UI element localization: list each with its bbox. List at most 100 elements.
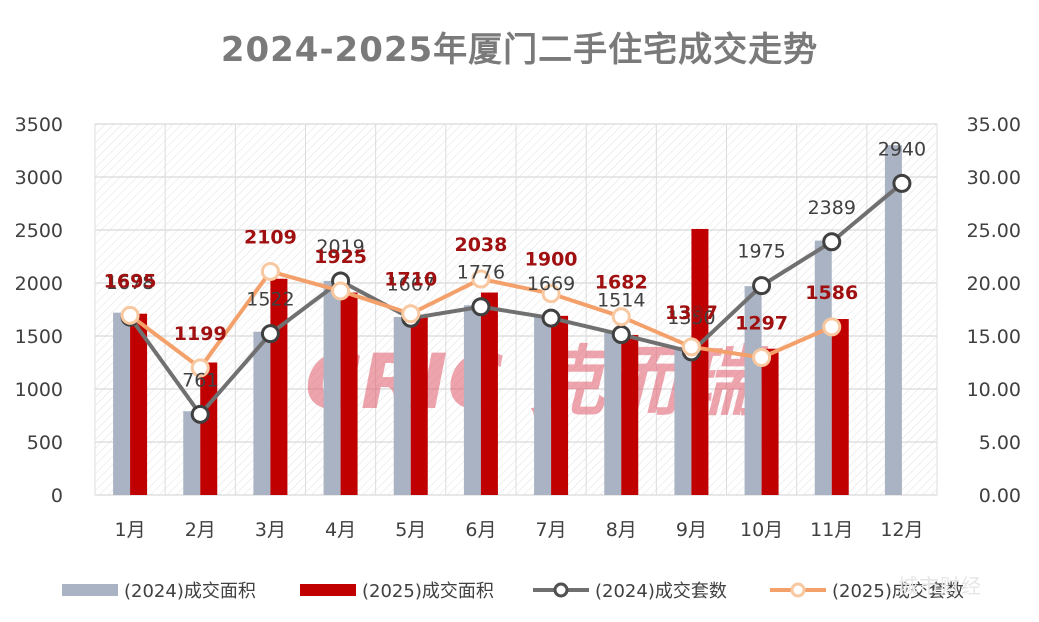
bar-2024-6月 <box>463 305 481 495</box>
x-tick: 7月 <box>536 519 567 541</box>
label-2024-count: 1350 <box>667 307 715 329</box>
label-2025-count: 1695 <box>104 270 157 292</box>
label-2024-count: 1776 <box>457 262 505 284</box>
y-left-tick: 0 <box>51 485 63 507</box>
bars-2024-area <box>113 145 902 495</box>
label-2024-count: 1669 <box>527 273 575 295</box>
y-right-tick: 5.00 <box>979 432 1021 454</box>
line-marker <box>822 232 842 252</box>
label-2024-count: 2940 <box>878 138 926 160</box>
y-right-tick: 10.00 <box>967 379 1021 401</box>
line-marker <box>190 404 210 424</box>
y-left-tick: 1000 <box>15 379 63 401</box>
bar-2025-9月 <box>691 228 709 495</box>
line-marker <box>471 269 491 289</box>
line-marker <box>260 324 280 344</box>
bar-2024-11月 <box>814 240 832 495</box>
bar-2025-7月 <box>551 315 569 495</box>
bar-2025-4月 <box>340 292 358 495</box>
bar-2024-12月 <box>884 145 902 495</box>
legend-label: (2025)成交套数 <box>832 581 964 602</box>
bar-2025-1月 <box>130 313 148 495</box>
bar-2024-8月 <box>604 332 622 495</box>
legend-label: (2024)成交面积 <box>124 581 256 602</box>
bar-2024-1月 <box>113 312 131 495</box>
bar-2024-9月 <box>674 349 692 495</box>
label-2025-count: 2038 <box>454 234 507 256</box>
x-tick: 5月 <box>395 519 426 541</box>
bars-2025-area <box>130 228 849 495</box>
y-right-tick: 20.00 <box>967 273 1021 295</box>
label-2024-count: 1514 <box>597 290 645 312</box>
line-marker <box>611 307 631 327</box>
line-marker <box>892 173 912 193</box>
legend-item-2025-count: (2025)成交套数 <box>770 572 964 608</box>
line-marker <box>120 305 140 325</box>
label-2025-count: 1682 <box>595 272 648 294</box>
x-tick: 4月 <box>325 519 356 541</box>
line-marker <box>190 358 210 378</box>
label-2024-count: 761 <box>182 369 218 391</box>
label-2024-count: 1975 <box>737 241 785 263</box>
label-2025-count: 1397 <box>665 302 718 324</box>
legend-item-2024-area: (2024)成交面积 <box>62 572 256 608</box>
line-marker <box>752 348 772 368</box>
x-tick: 12月 <box>880 519 923 541</box>
label-2025-count: 1199 <box>174 323 227 345</box>
x-tick: 2月 <box>185 519 216 541</box>
bar-2024-7月 <box>534 315 552 495</box>
legend-swatch-orange-line <box>770 582 826 598</box>
legend-swatch-gray-bar <box>62 584 118 596</box>
label-2025-count: 1925 <box>314 246 367 268</box>
legend-label: (2024)成交套数 <box>595 581 727 602</box>
y-right-tick: 15.00 <box>967 326 1021 348</box>
bar-2024-2月 <box>183 411 201 495</box>
y-left-tick: 1500 <box>15 326 63 348</box>
legend-swatch-gray-line <box>533 582 589 598</box>
y-right-tick: 25.00 <box>967 220 1021 242</box>
x-tick: 11月 <box>810 519 853 541</box>
legend-item-2024-count: (2024)成交套数 <box>533 572 727 608</box>
y-left-tick: 3000 <box>15 167 63 189</box>
x-tick: 3月 <box>255 519 286 541</box>
line-marker <box>681 337 701 357</box>
bar-2024-4月 <box>323 280 341 495</box>
corner-watermark: 城市财经 <box>898 574 982 598</box>
line-marker <box>401 304 421 324</box>
label-2025-count: 1586 <box>805 282 858 304</box>
line-marker <box>822 317 842 337</box>
y-left-tick: 2000 <box>15 273 63 295</box>
label-2025-count: 1297 <box>735 313 788 335</box>
label-2024-count: 1678 <box>106 272 154 294</box>
x-tick: 6月 <box>465 519 496 541</box>
line-marker <box>541 308 561 328</box>
line-marker <box>752 276 772 296</box>
y-left-tick: 2500 <box>15 220 63 242</box>
bar-2024-10月 <box>744 286 762 495</box>
line-marker <box>541 284 561 304</box>
label-2025-count: 2109 <box>244 226 297 248</box>
y-right-tick: 0.00 <box>979 485 1021 507</box>
chart-title: 2024-2025年厦门二手住宅成交走势 <box>220 30 819 70</box>
line-marker <box>611 325 631 345</box>
legend-label: (2025)成交面积 <box>362 581 494 602</box>
label-2024-count: 2019 <box>316 236 364 258</box>
bar-2025-10月 <box>761 348 779 495</box>
axis-ticks: 0 500 1000 1500 2000 2500 3000 3500 0.00 5.00 10.0… <box>15 114 1021 541</box>
label-2024-count: 1667 <box>387 273 435 295</box>
series-line <box>128 181 904 417</box>
y-right-tick: 35.00 <box>967 114 1021 136</box>
bar-2025-3月 <box>270 278 288 495</box>
y-left-tick: 500 <box>27 432 63 454</box>
bar-2024-3月 <box>253 331 271 495</box>
legend-item-2025-area: (2025)成交面积 <box>300 572 494 608</box>
gridlines <box>94 123 938 496</box>
label-2025-count: 1900 <box>525 249 578 271</box>
x-tick: 1月 <box>115 519 146 541</box>
bar-2025-8月 <box>621 334 639 495</box>
legend-swatch-red-bar <box>300 584 356 596</box>
y-right-tick: 30.00 <box>967 167 1021 189</box>
bar-2025-2月 <box>200 362 218 495</box>
line-2025-count <box>120 261 842 378</box>
label-2024-count: 1522 <box>246 289 294 311</box>
